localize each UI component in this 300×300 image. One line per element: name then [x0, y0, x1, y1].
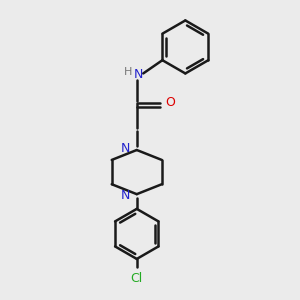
Text: N: N: [134, 68, 143, 81]
Text: Cl: Cl: [130, 272, 143, 285]
Text: N: N: [121, 142, 130, 155]
Text: N: N: [121, 189, 130, 202]
Text: O: O: [166, 96, 176, 110]
Text: H: H: [124, 67, 133, 77]
